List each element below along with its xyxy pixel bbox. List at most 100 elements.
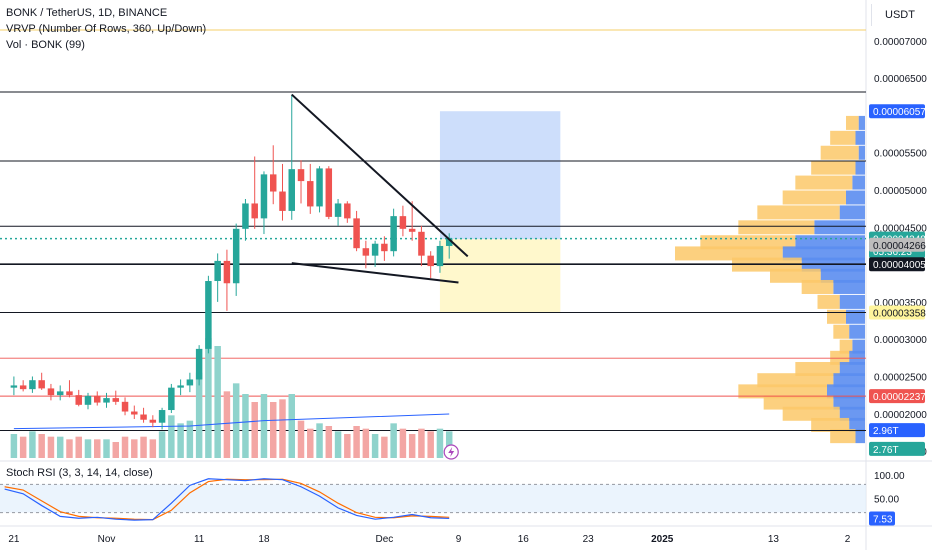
candle-body: [47, 388, 55, 396]
volume-profile-up-bar: [846, 190, 865, 205]
price-tag: [869, 257, 925, 272]
volume-profile-up-bar: [827, 384, 865, 399]
volume-bar: [103, 439, 110, 458]
volume-bar: [381, 436, 388, 458]
volume-profile-up-bar: [833, 373, 865, 388]
volume-profile-down-bar: [817, 294, 840, 309]
volume-profile-down-bar: [839, 339, 853, 354]
volume-profile-down-bar: [830, 130, 856, 145]
rsi-band: [0, 484, 866, 513]
volume-bar: [149, 439, 157, 458]
candle-body: [297, 169, 305, 182]
currency-selector[interactable]: USDT: [871, 4, 928, 26]
volume-bar: [140, 436, 147, 458]
volume-bar: [84, 439, 92, 458]
volume-profile-down-bar: [757, 205, 840, 220]
volume-profile-down-bar: [782, 406, 840, 421]
volume-bar: [158, 431, 166, 458]
candle-body: [325, 168, 333, 217]
volume-bar: [344, 434, 351, 458]
candle-body: [66, 391, 73, 396]
volume-profile-up-bar: [839, 406, 865, 421]
candle-body: [418, 231, 425, 256]
volume-bar: [94, 439, 101, 458]
volume-bar: [279, 399, 286, 458]
trendline: [291, 93, 469, 258]
vrvp-legend[interactable]: VRVP (Number Of Rows, 360, Up/Down): [6, 23, 207, 35]
candle-body: [371, 243, 379, 256]
candle-body: [168, 387, 175, 411]
volume-bar: [334, 431, 342, 458]
price-tag: [869, 305, 925, 320]
volume-profile-down-bar: [846, 115, 859, 130]
price-axis-tick: 0.00002500: [874, 372, 927, 383]
candle-body: [436, 245, 444, 267]
volume-bar: [260, 394, 268, 458]
volume-bar: [66, 439, 73, 458]
candle-body: [353, 218, 360, 249]
volume-profile-up-bar: [839, 205, 865, 220]
price-tag: [869, 389, 925, 404]
candle-body: [288, 169, 295, 211]
volume-profile-down-bar: [811, 417, 850, 432]
candle-body: [84, 395, 92, 405]
volume-bar: [131, 439, 138, 458]
price-tag-label: 2.76T: [873, 445, 899, 456]
price-tag: [869, 104, 925, 119]
price-tag-label: 2.96T: [873, 426, 899, 437]
volume-profile-up-bar: [858, 115, 865, 130]
volume-profile-down-bar: [782, 190, 846, 205]
volume-profile-down-bar: [763, 395, 834, 410]
price-tag: [869, 423, 925, 438]
volume-bar: [390, 423, 397, 458]
candle-body: [94, 395, 101, 403]
volume-profile-down-bar: [795, 175, 853, 190]
volume-bar: [399, 428, 407, 458]
candle-body: [149, 419, 157, 423]
stoch-rsi-legend[interactable]: Stoch RSI (3, 3, 14, 14, close): [6, 467, 153, 479]
candle-body: [112, 398, 120, 402]
candle-body: [186, 379, 194, 386]
rsi-k-line: [4, 478, 450, 521]
volume-profile-up-bar: [782, 246, 865, 261]
price-tag-label: 0.00006057: [873, 107, 926, 118]
volume-legend[interactable]: Vol · BONK (99): [6, 39, 85, 51]
candle-body: [29, 380, 36, 390]
volume-bar: [177, 423, 184, 458]
volume-bar: [214, 346, 221, 458]
volume-bar: [353, 426, 360, 458]
candle-body: [19, 385, 27, 390]
volume-profile-up-bar: [852, 175, 865, 190]
volume-profile-up-bar: [839, 294, 865, 309]
symbol-legend[interactable]: BONK / TetherUS, 1D, BINANCE: [6, 7, 168, 19]
volume-profile-down-bar: [811, 160, 856, 175]
volume-bar: [38, 434, 45, 458]
price-axis-tick: 0.00003000: [874, 335, 927, 346]
candle-body: [260, 174, 268, 219]
volume-profile-up-bar: [852, 339, 865, 354]
candle-body: [408, 228, 416, 232]
volume-bar: [56, 436, 64, 458]
volume-ma-line: [13, 413, 450, 430]
lightning-glyph: [448, 447, 455, 457]
price-tag-label: 0.00004005: [873, 260, 926, 271]
rsi-value-label: 7.53: [873, 514, 893, 525]
candle-body: [214, 260, 221, 282]
volume-bar: [325, 426, 333, 458]
candle-body: [205, 281, 212, 349]
price-tag-label: 0.00002237: [873, 392, 926, 403]
volume-profile-down-bar: [675, 246, 783, 261]
price-tag-label: 0.00003358: [873, 308, 926, 319]
volume-profile-down-bar: [795, 362, 840, 377]
volume-profile-down-bar: [833, 324, 850, 339]
candle-body: [362, 248, 370, 256]
volume-profile-up-bar: [795, 235, 865, 250]
rsi-axis-tick: 100.00: [874, 471, 905, 482]
volume-bar: [269, 402, 277, 458]
volume-bar: [47, 436, 55, 458]
volume-bar: [362, 428, 370, 458]
time-axis-tick: 11: [194, 534, 205, 545]
candle-body: [232, 228, 240, 284]
